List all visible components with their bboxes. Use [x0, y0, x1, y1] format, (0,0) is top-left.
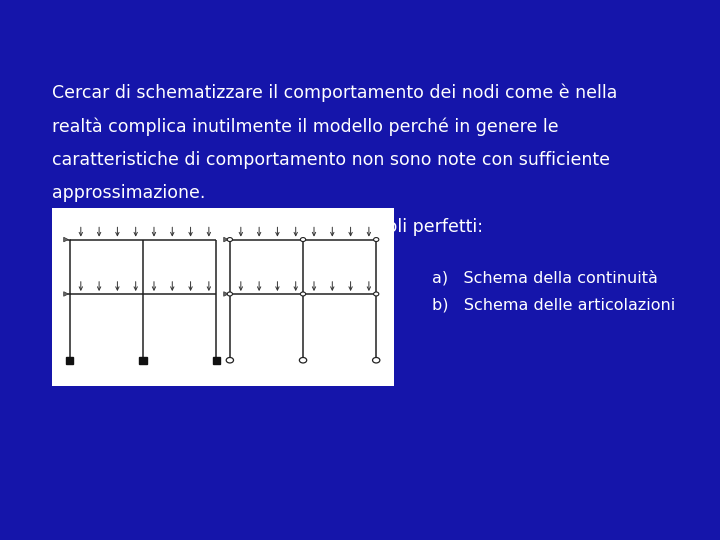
Text: In genere si adottano modelli con vincoli perfetti:: In genere si adottano modelli con vincol… — [52, 218, 483, 235]
Bar — [66, 357, 73, 363]
Text: caratteristiche di comportamento non sono note con sufficiente: caratteristiche di comportamento non son… — [52, 151, 610, 168]
Bar — [140, 357, 147, 363]
Circle shape — [228, 238, 233, 241]
Circle shape — [374, 238, 379, 241]
Text: Cercar di schematizzare il comportamento dei nodi come è nella: Cercar di schematizzare il comportamento… — [52, 84, 617, 102]
Bar — [212, 357, 220, 363]
Polygon shape — [224, 292, 228, 296]
Polygon shape — [63, 292, 68, 296]
Text: realtà complica inutilmente il modello perché in genere le: realtà complica inutilmente il modello p… — [52, 117, 559, 136]
Polygon shape — [63, 237, 68, 242]
Circle shape — [300, 292, 306, 296]
Circle shape — [300, 357, 307, 363]
Circle shape — [374, 292, 379, 296]
Circle shape — [228, 292, 233, 296]
Circle shape — [372, 357, 380, 363]
Polygon shape — [224, 237, 228, 242]
Circle shape — [300, 238, 306, 241]
Text: approssimazione.: approssimazione. — [52, 184, 205, 202]
Circle shape — [226, 357, 233, 363]
Text: a)   Schema della continuità: a) Schema della continuità — [432, 271, 658, 286]
Bar — [52, 208, 394, 386]
Text: b)   Schema delle articolazioni: b) Schema delle articolazioni — [432, 298, 675, 313]
